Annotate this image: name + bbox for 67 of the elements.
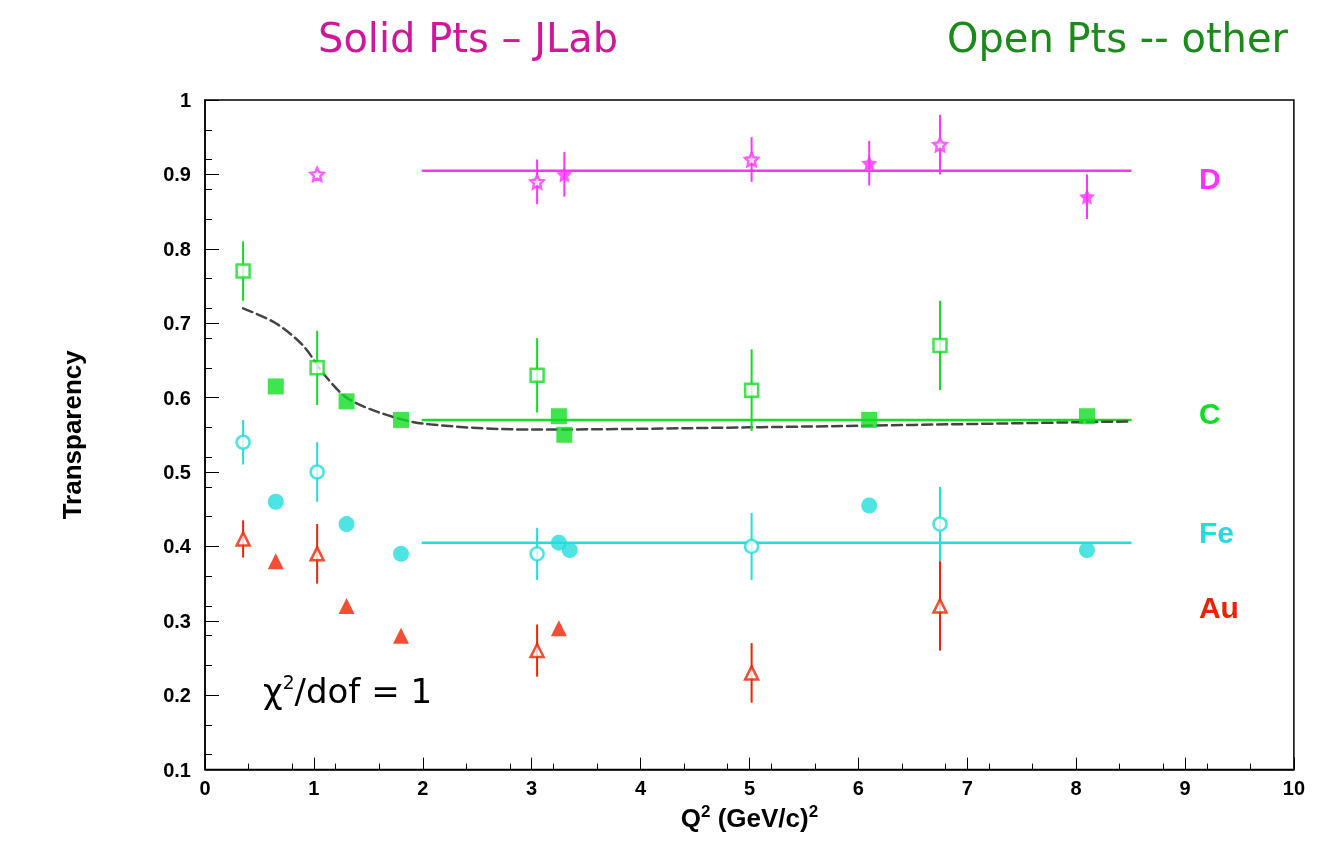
point bbox=[1079, 542, 1095, 559]
y-tick-label: 0.7 bbox=[163, 312, 191, 335]
y-tick-label: 0.5 bbox=[163, 461, 191, 483]
text: Open Pts -- other bbox=[946, 15, 1289, 61]
point bbox=[561, 542, 578, 559]
y-tick-label: 0.1 bbox=[163, 758, 191, 781]
point bbox=[743, 665, 760, 681]
point bbox=[932, 598, 948, 614]
x-tick-label: 9 bbox=[1179, 776, 1191, 799]
x-tick-label: 7 bbox=[961, 776, 973, 799]
point bbox=[529, 174, 545, 190]
point bbox=[529, 367, 545, 384]
x-tick-label: 4 bbox=[634, 776, 647, 799]
y-tick-label: 0.8 bbox=[163, 237, 191, 260]
y-tick-label: 0.9 bbox=[163, 163, 191, 186]
point bbox=[235, 434, 251, 450]
point bbox=[932, 136, 948, 153]
point bbox=[338, 516, 355, 533]
text: Fe bbox=[1198, 516, 1234, 550]
point bbox=[309, 166, 325, 183]
point bbox=[932, 337, 948, 354]
point bbox=[309, 464, 325, 480]
point bbox=[338, 393, 355, 410]
point bbox=[338, 597, 355, 614]
point bbox=[235, 263, 251, 279]
point bbox=[861, 411, 878, 428]
point bbox=[393, 545, 409, 562]
point bbox=[743, 382, 760, 398]
point bbox=[529, 642, 545, 659]
point bbox=[267, 553, 284, 570]
y-tick-label: 1 bbox=[179, 89, 191, 111]
point bbox=[309, 546, 325, 562]
x-tick-label: 2 bbox=[417, 776, 429, 799]
text: C bbox=[1198, 397, 1221, 431]
x-tick-label: 8 bbox=[1070, 776, 1082, 799]
text: Solid Pts – JLab bbox=[318, 15, 619, 61]
point bbox=[267, 378, 284, 395]
y-tick-label: 0.4 bbox=[163, 535, 192, 558]
point bbox=[556, 426, 573, 443]
x-tick-label: 0 bbox=[199, 776, 211, 799]
point bbox=[550, 620, 567, 637]
point bbox=[550, 408, 567, 425]
point bbox=[556, 166, 573, 183]
point bbox=[393, 411, 409, 428]
point bbox=[932, 516, 948, 532]
point bbox=[529, 546, 545, 562]
x-tick-label: 5 bbox=[743, 776, 755, 799]
point bbox=[393, 627, 409, 644]
text: D bbox=[1198, 161, 1221, 195]
y-axis-title: Transparency bbox=[57, 349, 87, 520]
x-tick-label: 3 bbox=[526, 776, 538, 799]
point bbox=[267, 493, 284, 510]
point bbox=[861, 497, 878, 514]
point bbox=[743, 151, 760, 168]
x-tick-label: 10 bbox=[1282, 776, 1305, 799]
point bbox=[309, 360, 325, 376]
point bbox=[550, 534, 567, 551]
point bbox=[743, 538, 760, 555]
text: Au bbox=[1198, 591, 1239, 625]
y-tick-label: 0.6 bbox=[163, 386, 191, 409]
point bbox=[235, 531, 251, 547]
point bbox=[861, 155, 878, 172]
point bbox=[1078, 408, 1095, 425]
x-tick-label: 6 bbox=[852, 776, 864, 799]
y-tick-label: 0.3 bbox=[163, 609, 191, 632]
y-tick-label: 0.2 bbox=[163, 684, 191, 707]
x-tick-label: 1 bbox=[308, 776, 320, 799]
